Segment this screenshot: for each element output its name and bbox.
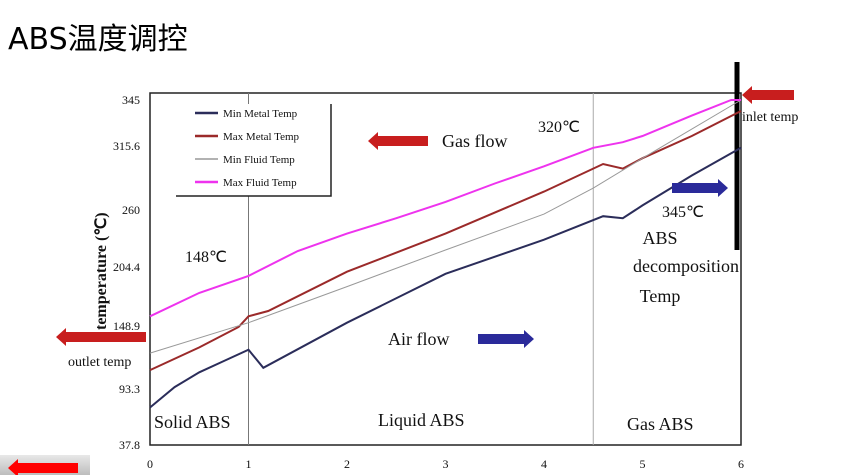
legend-box xyxy=(176,104,331,196)
legend-label: Max Metal Temp xyxy=(223,131,300,143)
annotation: Liquid ABS xyxy=(378,410,465,430)
annotation: Solid ABS xyxy=(154,412,231,432)
legend-border xyxy=(176,104,332,197)
flow-arrow-icon xyxy=(478,330,534,348)
y-tick-label: 345 xyxy=(122,93,140,107)
x-tick-label: 4 xyxy=(541,457,547,471)
annotation: 320℃ xyxy=(538,119,580,136)
series-line-min-metal-temp xyxy=(149,146,742,409)
x-tick-label: 3 xyxy=(443,457,449,471)
flow-arrow-icon xyxy=(8,459,78,475)
annotation: outlet temp xyxy=(68,355,131,370)
x-tick-label: 2 xyxy=(344,457,350,471)
annotation: Gas ABS xyxy=(627,414,694,434)
y-tick-label: 93.3 xyxy=(119,382,140,396)
y-tick-label: 204.4 xyxy=(113,260,140,274)
annotation: inlet temp xyxy=(742,110,798,125)
x-tick-label: 6 xyxy=(738,457,744,471)
flow-arrow-icon xyxy=(672,179,728,197)
legend-label: Min Fluid Temp xyxy=(223,154,295,166)
annotation: ABS xyxy=(642,228,677,248)
page-title: ABS温度调控 xyxy=(8,22,188,57)
legend-label: Min Metal Temp xyxy=(223,108,298,120)
series-line-max-fluid-temp xyxy=(149,99,741,318)
annotation: decomposition xyxy=(633,256,739,276)
flow-arrow-icon xyxy=(56,328,146,346)
annotation: Gas flow xyxy=(442,131,508,151)
plot-frame xyxy=(149,92,742,446)
y-tick-label: 37.8 xyxy=(119,438,140,452)
flow-arrow-icon xyxy=(368,132,428,150)
flow-arrow-icon xyxy=(742,86,794,104)
y-axis-label: temperature (℃) xyxy=(93,212,110,330)
annotation: Air flow xyxy=(388,329,450,349)
y-tick-label: 315.6 xyxy=(113,139,140,153)
y-tick-label: 260 xyxy=(122,203,140,217)
legend-label: Max Fluid Temp xyxy=(223,177,297,189)
annotation: 345℃ xyxy=(662,204,704,221)
x-tick-label: 5 xyxy=(640,457,646,471)
x-tick-label: 0 xyxy=(147,457,153,471)
annotation: Temp xyxy=(640,286,681,306)
y-tick-label: 148.9 xyxy=(113,319,140,333)
annotation: 148℃ xyxy=(185,249,227,266)
series-line-min-fluid-temp xyxy=(149,99,742,354)
x-tick-label: 1 xyxy=(246,457,252,471)
